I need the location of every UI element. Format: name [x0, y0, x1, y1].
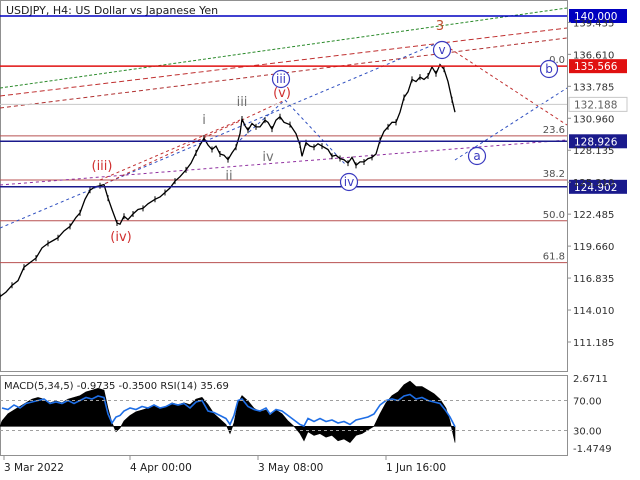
time-tick-label: 4 Apr 00:00	[130, 462, 192, 474]
wave-label-circle	[432, 40, 452, 60]
wave-label: iii	[276, 72, 286, 86]
current-price-label: 132.188	[574, 99, 617, 111]
trend-line	[0, 7, 568, 89]
fibonacci-level-label: 61.8	[543, 252, 565, 263]
time-tick-label: 3 Mar 2022	[4, 462, 64, 474]
price-tick-label: 125.310	[573, 178, 614, 189]
indicator-axis-label: -1.4749	[573, 444, 612, 455]
rsi-line	[1, 393, 456, 428]
level-price-label: 128.926	[574, 136, 618, 148]
wave-label: i	[202, 113, 206, 128]
wave-label: b	[545, 62, 553, 76]
level-price-box	[569, 179, 627, 194]
price-tick-label: 111.185	[573, 338, 614, 349]
level-price-label: 124.902	[574, 182, 617, 194]
price-tick-label: 122.485	[573, 210, 614, 221]
price-tick-label: 114.010	[573, 306, 614, 317]
indicator-label: MACD(5,34,5) -0.9735 -0.3500 RSI(14) 35.…	[4, 381, 229, 392]
fibonacci-level-label: 50.0	[543, 210, 565, 221]
wave-label-circle	[271, 69, 291, 89]
trend-line	[99, 119, 241, 181]
level-price-box	[569, 9, 627, 23]
wave-label: (iv)	[110, 230, 131, 245]
price-axis: 139.435 136.610 133.785 130.960 128.135 125.3…	[567, 18, 614, 349]
wave-label: (v)	[273, 86, 291, 101]
indicator-axis-label: 70.00	[573, 397, 602, 408]
fibonacci-level-label: 23.6	[543, 125, 565, 136]
wave-label: v	[438, 43, 445, 57]
wave-label: a	[473, 149, 480, 163]
indicator-axis-label: 30.00	[573, 427, 602, 438]
trend-line	[439, 41, 568, 126]
fibonacci-level-label: 0.0	[549, 55, 565, 66]
price-tick-label: 136.610	[573, 50, 614, 61]
price-tick-label: 133.785	[573, 82, 614, 93]
level-price-label: 140.000	[574, 11, 617, 23]
trend-line	[99, 99, 286, 187]
wave-label: iv	[344, 175, 354, 189]
level-price-label: 135.566	[574, 61, 618, 73]
level-price-box	[569, 134, 627, 149]
price-tick-label: 119.660	[573, 242, 614, 253]
time-axis: 3 Mar 2022 4 Apr 00:00 3 May 08:00 1 Jun 16…	[3, 456, 446, 474]
trend-line	[284, 99, 346, 165]
horizontal-levels: 140.000 135.566 128.926 124.902 132.188	[0, 9, 628, 194]
wave-label-circle	[339, 172, 359, 192]
indicator-panel: 2.6711 70.00 30.00 -1.4749	[0, 374, 612, 455]
level-price-box	[569, 59, 627, 74]
wave-label: iii	[237, 95, 248, 110]
trend-line	[0, 41, 441, 229]
price-panel-frame	[0, 0, 568, 372]
price-tick-label: 116.835	[573, 274, 614, 285]
fibonacci-levels: 0.0 23.6 38.2 50.0 61.8	[0, 55, 567, 264]
trend-line	[0, 27, 568, 97]
wave-label-circle	[539, 59, 559, 79]
chart-title: USDJPY, H4: US Dollar vs Japanese Yen	[6, 4, 218, 17]
price-tick-label: 128.135	[573, 146, 614, 157]
trend-line	[239, 99, 286, 141]
trend-lines	[0, 7, 568, 229]
fibonacci-level-label: 38.2	[543, 169, 565, 180]
price-tick-label: 139.435	[573, 18, 614, 29]
wave-label: 3	[436, 19, 444, 34]
trend-line	[0, 139, 568, 186]
trend-line	[454, 87, 568, 161]
wave-label: iv	[262, 150, 274, 165]
indicator-axis-label: 2.6711	[573, 374, 608, 385]
time-tick-label: 3 May 08:00	[258, 462, 323, 474]
macd-histogram	[0, 380, 456, 443]
current-price-box	[568, 96, 628, 112]
wave-label-circle	[467, 146, 487, 166]
wave-label: (iii)	[92, 159, 113, 174]
time-tick-label: 1 Jun 16:00	[386, 462, 446, 474]
trend-line	[0, 37, 568, 109]
price-tick-label: 130.960	[573, 114, 614, 125]
wave-label: ii	[225, 169, 232, 184]
